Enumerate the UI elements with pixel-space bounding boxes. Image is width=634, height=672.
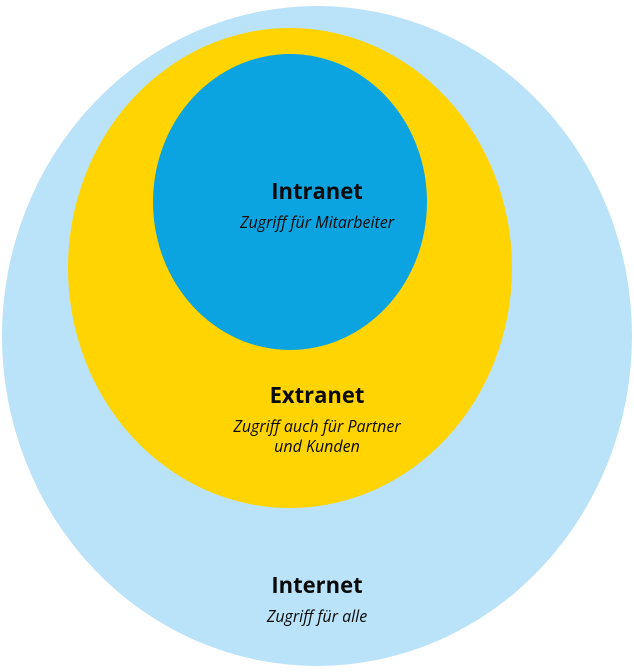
- internet-title: Internet: [0, 570, 634, 600]
- intranet-label-group: Intranet Zugriff für Mitarbeiter: [0, 176, 634, 232]
- extranet-label-group: Extranet Zugriff auch für Partnerund Kun…: [0, 380, 634, 456]
- intranet-title: Intranet: [0, 176, 634, 206]
- internet-label-group: Internet Zugriff für alle: [0, 570, 634, 626]
- intranet-subtitle: Zugriff für Mitarbeiter: [0, 212, 634, 232]
- internet-subtitle: Zugriff für alle: [0, 606, 634, 626]
- extranet-title: Extranet: [0, 380, 634, 410]
- extranet-subtitle: Zugriff auch für Partnerund Kunden: [0, 416, 634, 456]
